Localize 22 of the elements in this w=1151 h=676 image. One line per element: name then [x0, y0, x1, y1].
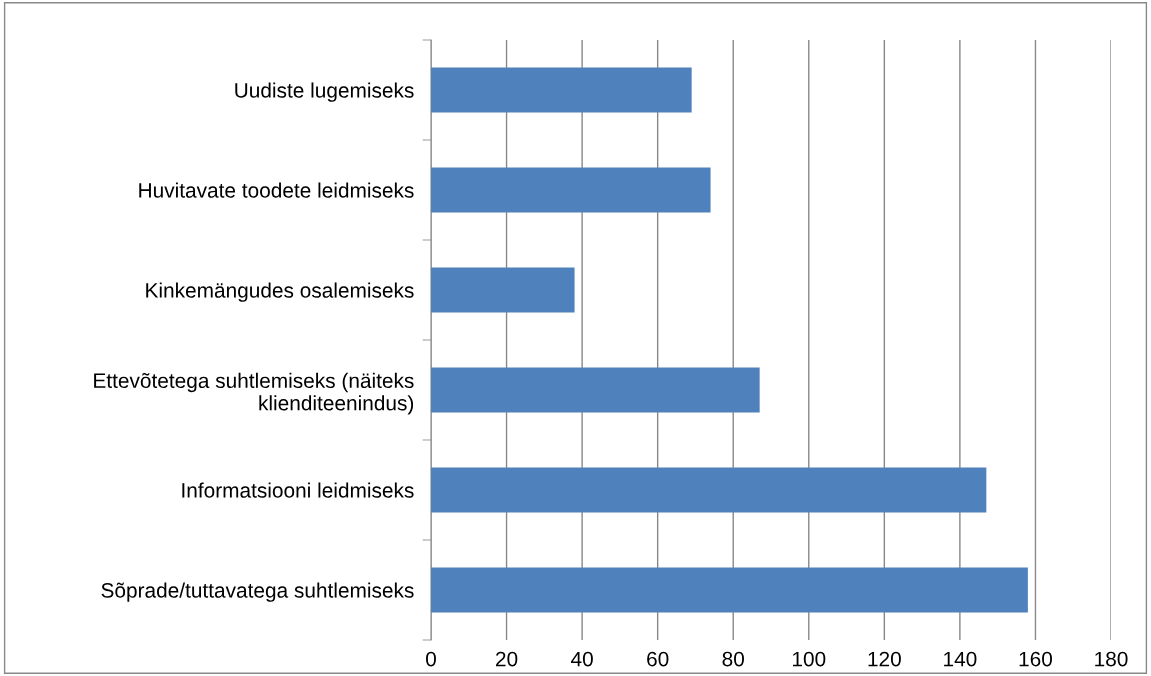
x-tick-label: 120	[868, 651, 901, 667]
x-tick-label: 140	[944, 651, 977, 667]
y-tick-label: Informatsiooni leidmiseks	[182, 482, 414, 498]
y-tick-label: Uudiste lugemiseks	[235, 82, 414, 102]
x-tick-label: 160	[1019, 651, 1053, 667]
x-tick-label: 40	[571, 651, 593, 667]
bar	[431, 167, 711, 213]
y-tick-label: Ettevõtetega suhtlemiseks (näiteks klienditeenindus)	[94, 372, 414, 415]
bar	[431, 467, 987, 513]
y-tick-label: Sõprade/tuttavatega suhtlemiseks	[101, 582, 414, 602]
y-tick-label: Huvitavate toodete leidmiseks	[139, 182, 414, 198]
x-tick-label: 180	[1095, 651, 1128, 667]
x-tick-label: 0	[426, 651, 436, 667]
bar	[431, 67, 692, 113]
x-tick-label: 100	[792, 651, 826, 667]
x-tick-label: 20	[496, 651, 518, 667]
x-tick-label: 80	[722, 651, 744, 667]
bar	[431, 267, 575, 313]
y-tick-label: Kinkemängudes osalemiseks	[146, 282, 414, 302]
x-tick-label: 60	[647, 651, 669, 667]
bar	[431, 567, 1028, 613]
bar	[431, 367, 760, 413]
